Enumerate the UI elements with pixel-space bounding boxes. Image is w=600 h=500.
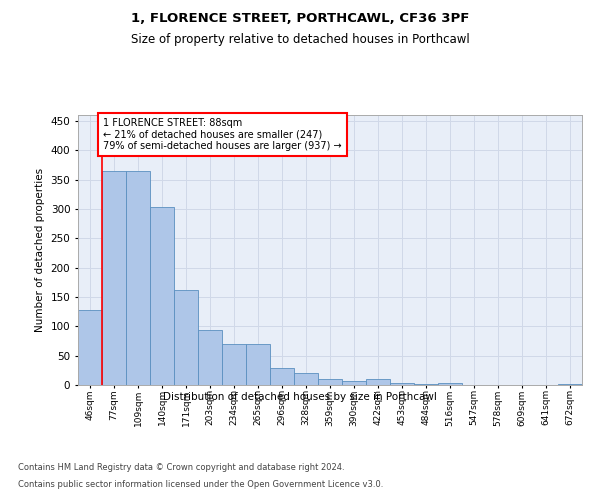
Bar <box>198 330 222 385</box>
Bar <box>270 368 294 385</box>
Bar <box>126 171 150 385</box>
Bar <box>318 378 342 385</box>
Bar <box>414 384 438 385</box>
Bar <box>246 344 270 385</box>
Bar <box>78 310 102 385</box>
Text: Contains HM Land Registry data © Crown copyright and database right 2024.: Contains HM Land Registry data © Crown c… <box>18 462 344 471</box>
Bar <box>294 374 318 385</box>
Bar <box>150 207 174 385</box>
Text: 1, FLORENCE STREET, PORTHCAWL, CF36 3PF: 1, FLORENCE STREET, PORTHCAWL, CF36 3PF <box>131 12 469 26</box>
Text: 1 FLORENCE STREET: 88sqm
← 21% of detached houses are smaller (247)
79% of semi-: 1 FLORENCE STREET: 88sqm ← 21% of detach… <box>103 118 342 151</box>
Bar <box>438 383 462 385</box>
Y-axis label: Number of detached properties: Number of detached properties <box>35 168 45 332</box>
Bar <box>222 344 246 385</box>
Text: Contains public sector information licensed under the Open Government Licence v3: Contains public sector information licen… <box>18 480 383 489</box>
Bar <box>102 171 126 385</box>
Bar <box>342 381 366 385</box>
Text: Distribution of detached houses by size in Porthcawl: Distribution of detached houses by size … <box>163 392 437 402</box>
Bar <box>366 379 390 385</box>
Bar <box>558 384 582 385</box>
Bar <box>174 290 198 385</box>
Text: Size of property relative to detached houses in Porthcawl: Size of property relative to detached ho… <box>131 32 469 46</box>
Bar <box>390 382 414 385</box>
